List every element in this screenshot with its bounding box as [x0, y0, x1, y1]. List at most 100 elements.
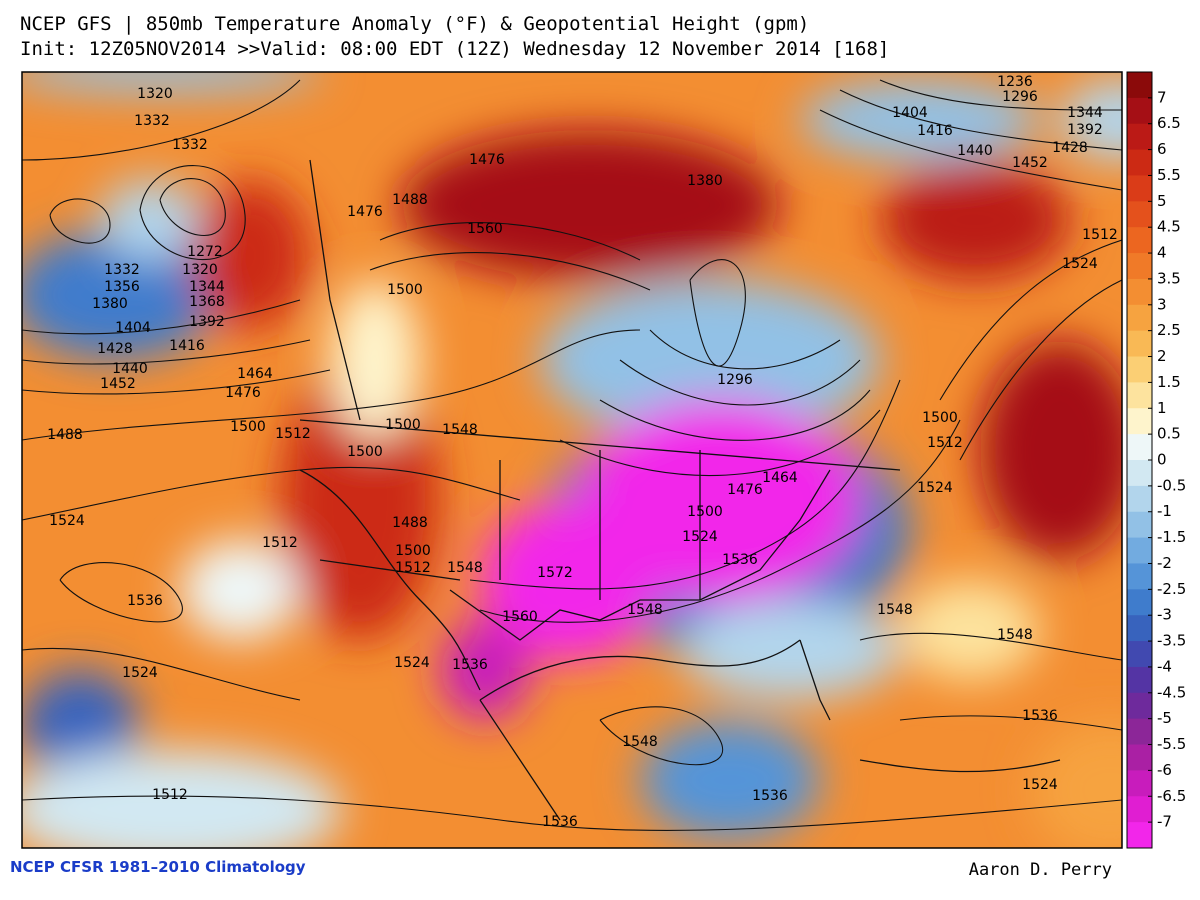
contour-label: 1344 [189, 279, 225, 295]
colorbar-label: -3 [1157, 606, 1172, 624]
colorbar-swatch [1127, 744, 1152, 771]
colorbar-swatch [1127, 589, 1152, 616]
subtitle: Init: 12Z05NOV2014 >>Valid: 08:00 EDT (1… [20, 38, 889, 60]
anomaly-blob [1060, 80, 1122, 160]
contour-label: 1548 [877, 602, 913, 618]
contour-label: 1380 [92, 296, 128, 312]
contour-label: 1488 [47, 427, 83, 443]
anomaly-blob [100, 180, 200, 260]
contour-label: 1392 [189, 314, 225, 330]
contour-label: 1536 [752, 788, 788, 804]
contour-label: 1548 [622, 734, 658, 750]
colorbar-swatch [1127, 408, 1152, 435]
colorbar-label: -5.5 [1157, 735, 1186, 753]
contour-label: 1500 [395, 543, 431, 559]
contour-label: 1332 [172, 137, 208, 153]
contour-label: 1524 [917, 480, 953, 496]
contour-label: 1236 [997, 74, 1033, 90]
contour-label: 1356 [104, 279, 140, 295]
contour-label: 1560 [502, 609, 538, 625]
colorbar-label: 3.5 [1157, 269, 1181, 287]
contour-label: 1536 [127, 593, 163, 609]
colorbar-swatch [1127, 330, 1152, 358]
contour-label: 1488 [392, 192, 428, 208]
anomaly-blob [440, 620, 530, 720]
colorbar-swatch [1127, 72, 1152, 99]
colorbar-swatch [1127, 563, 1152, 590]
colorbar-swatch [1127, 149, 1152, 176]
colorbar-swatch [1127, 485, 1152, 513]
contour-label: 1500 [385, 417, 421, 433]
colorbar-swatch [1127, 666, 1152, 694]
anomaly-blob [900, 580, 1040, 680]
contour-label: 1320 [182, 262, 218, 278]
colorbar-swatch [1127, 304, 1152, 332]
colorbar-frame [1126, 71, 1153, 849]
contour-label: 1572 [537, 565, 573, 581]
contour-label: 1404 [892, 105, 928, 121]
contours [22, 79, 1122, 831]
colorbar-swatch [1127, 356, 1152, 383]
colorbar-swatch [1127, 227, 1152, 254]
colorbar-label: -1.5 [1157, 528, 1186, 546]
contour-label: 1464 [237, 366, 273, 382]
anomaly-blob [330, 280, 420, 440]
contour-label: 1500 [922, 410, 958, 426]
colorbar-label: -5 [1157, 709, 1172, 727]
anomaly-blob [680, 600, 900, 700]
contour-label: 1512 [927, 435, 963, 451]
colorbar-label: -2.5 [1157, 580, 1186, 598]
colorbar-swatch [1127, 382, 1152, 409]
political-borders [299, 159, 1061, 821]
colorbar-label: -4.5 [1157, 683, 1186, 701]
anomaly-blob [280, 360, 440, 640]
contour-label: 1440 [112, 361, 148, 377]
colorbar-label: -0.5 [1157, 476, 1186, 494]
colorbar-label: 0 [1157, 451, 1167, 469]
colorbar-label: 7 [1157, 88, 1167, 106]
contour-label: 1296 [1002, 89, 1038, 105]
contour-label: 1500 [387, 282, 423, 298]
contour-label: 1332 [104, 262, 140, 278]
contour-label: 1500 [347, 444, 383, 460]
contour-label: 1428 [1052, 140, 1088, 156]
colorbar-swatch [1127, 175, 1152, 202]
contour-label: 1476 [727, 482, 763, 498]
contour-label: 1524 [122, 665, 158, 681]
colorbar-label: 2.5 [1157, 321, 1181, 339]
colorbar-label: -7 [1157, 813, 1172, 831]
contour-label: 1320 [137, 86, 173, 102]
contour-label: 1512 [395, 560, 431, 576]
contour-label: 1332 [134, 113, 170, 129]
colorbar-label: 5.5 [1157, 166, 1181, 184]
contour-label: 1428 [97, 341, 133, 357]
contour-label: 1536 [452, 657, 488, 673]
colorbar-label: -2 [1157, 554, 1172, 572]
contour-label: 1272 [187, 244, 223, 260]
colorbar-label: 6.5 [1157, 114, 1181, 132]
colorbar-label: -6.5 [1157, 787, 1186, 805]
colorbar-label: -6 [1157, 761, 1172, 779]
colorbar-swatch [1127, 460, 1152, 487]
colorbar-label: 1 [1157, 399, 1167, 417]
anomaly-blob [640, 720, 820, 840]
colorbar-swatch [1127, 641, 1152, 668]
contour-label: 1464 [762, 470, 798, 486]
contour-label: 1392 [1067, 122, 1103, 138]
contour-label: 1416 [169, 338, 205, 354]
contour-label: 1536 [722, 552, 758, 568]
colorbar-swatch [1127, 615, 1152, 642]
colorbar-label: 5 [1157, 192, 1167, 210]
contour-label: 1344 [1067, 105, 1103, 121]
contour-label: 1560 [467, 221, 503, 237]
contour-label: 1476 [347, 204, 383, 220]
colorbar-label: 4.5 [1157, 218, 1181, 236]
colorbar-label: 3 [1157, 295, 1167, 313]
colorbar-label: -3.5 [1157, 632, 1186, 650]
anomaly-blob [22, 750, 342, 848]
colorbar-swatch [1127, 511, 1152, 539]
colorbar-swatch [1127, 770, 1152, 797]
colorbar-label: 2 [1157, 347, 1167, 365]
